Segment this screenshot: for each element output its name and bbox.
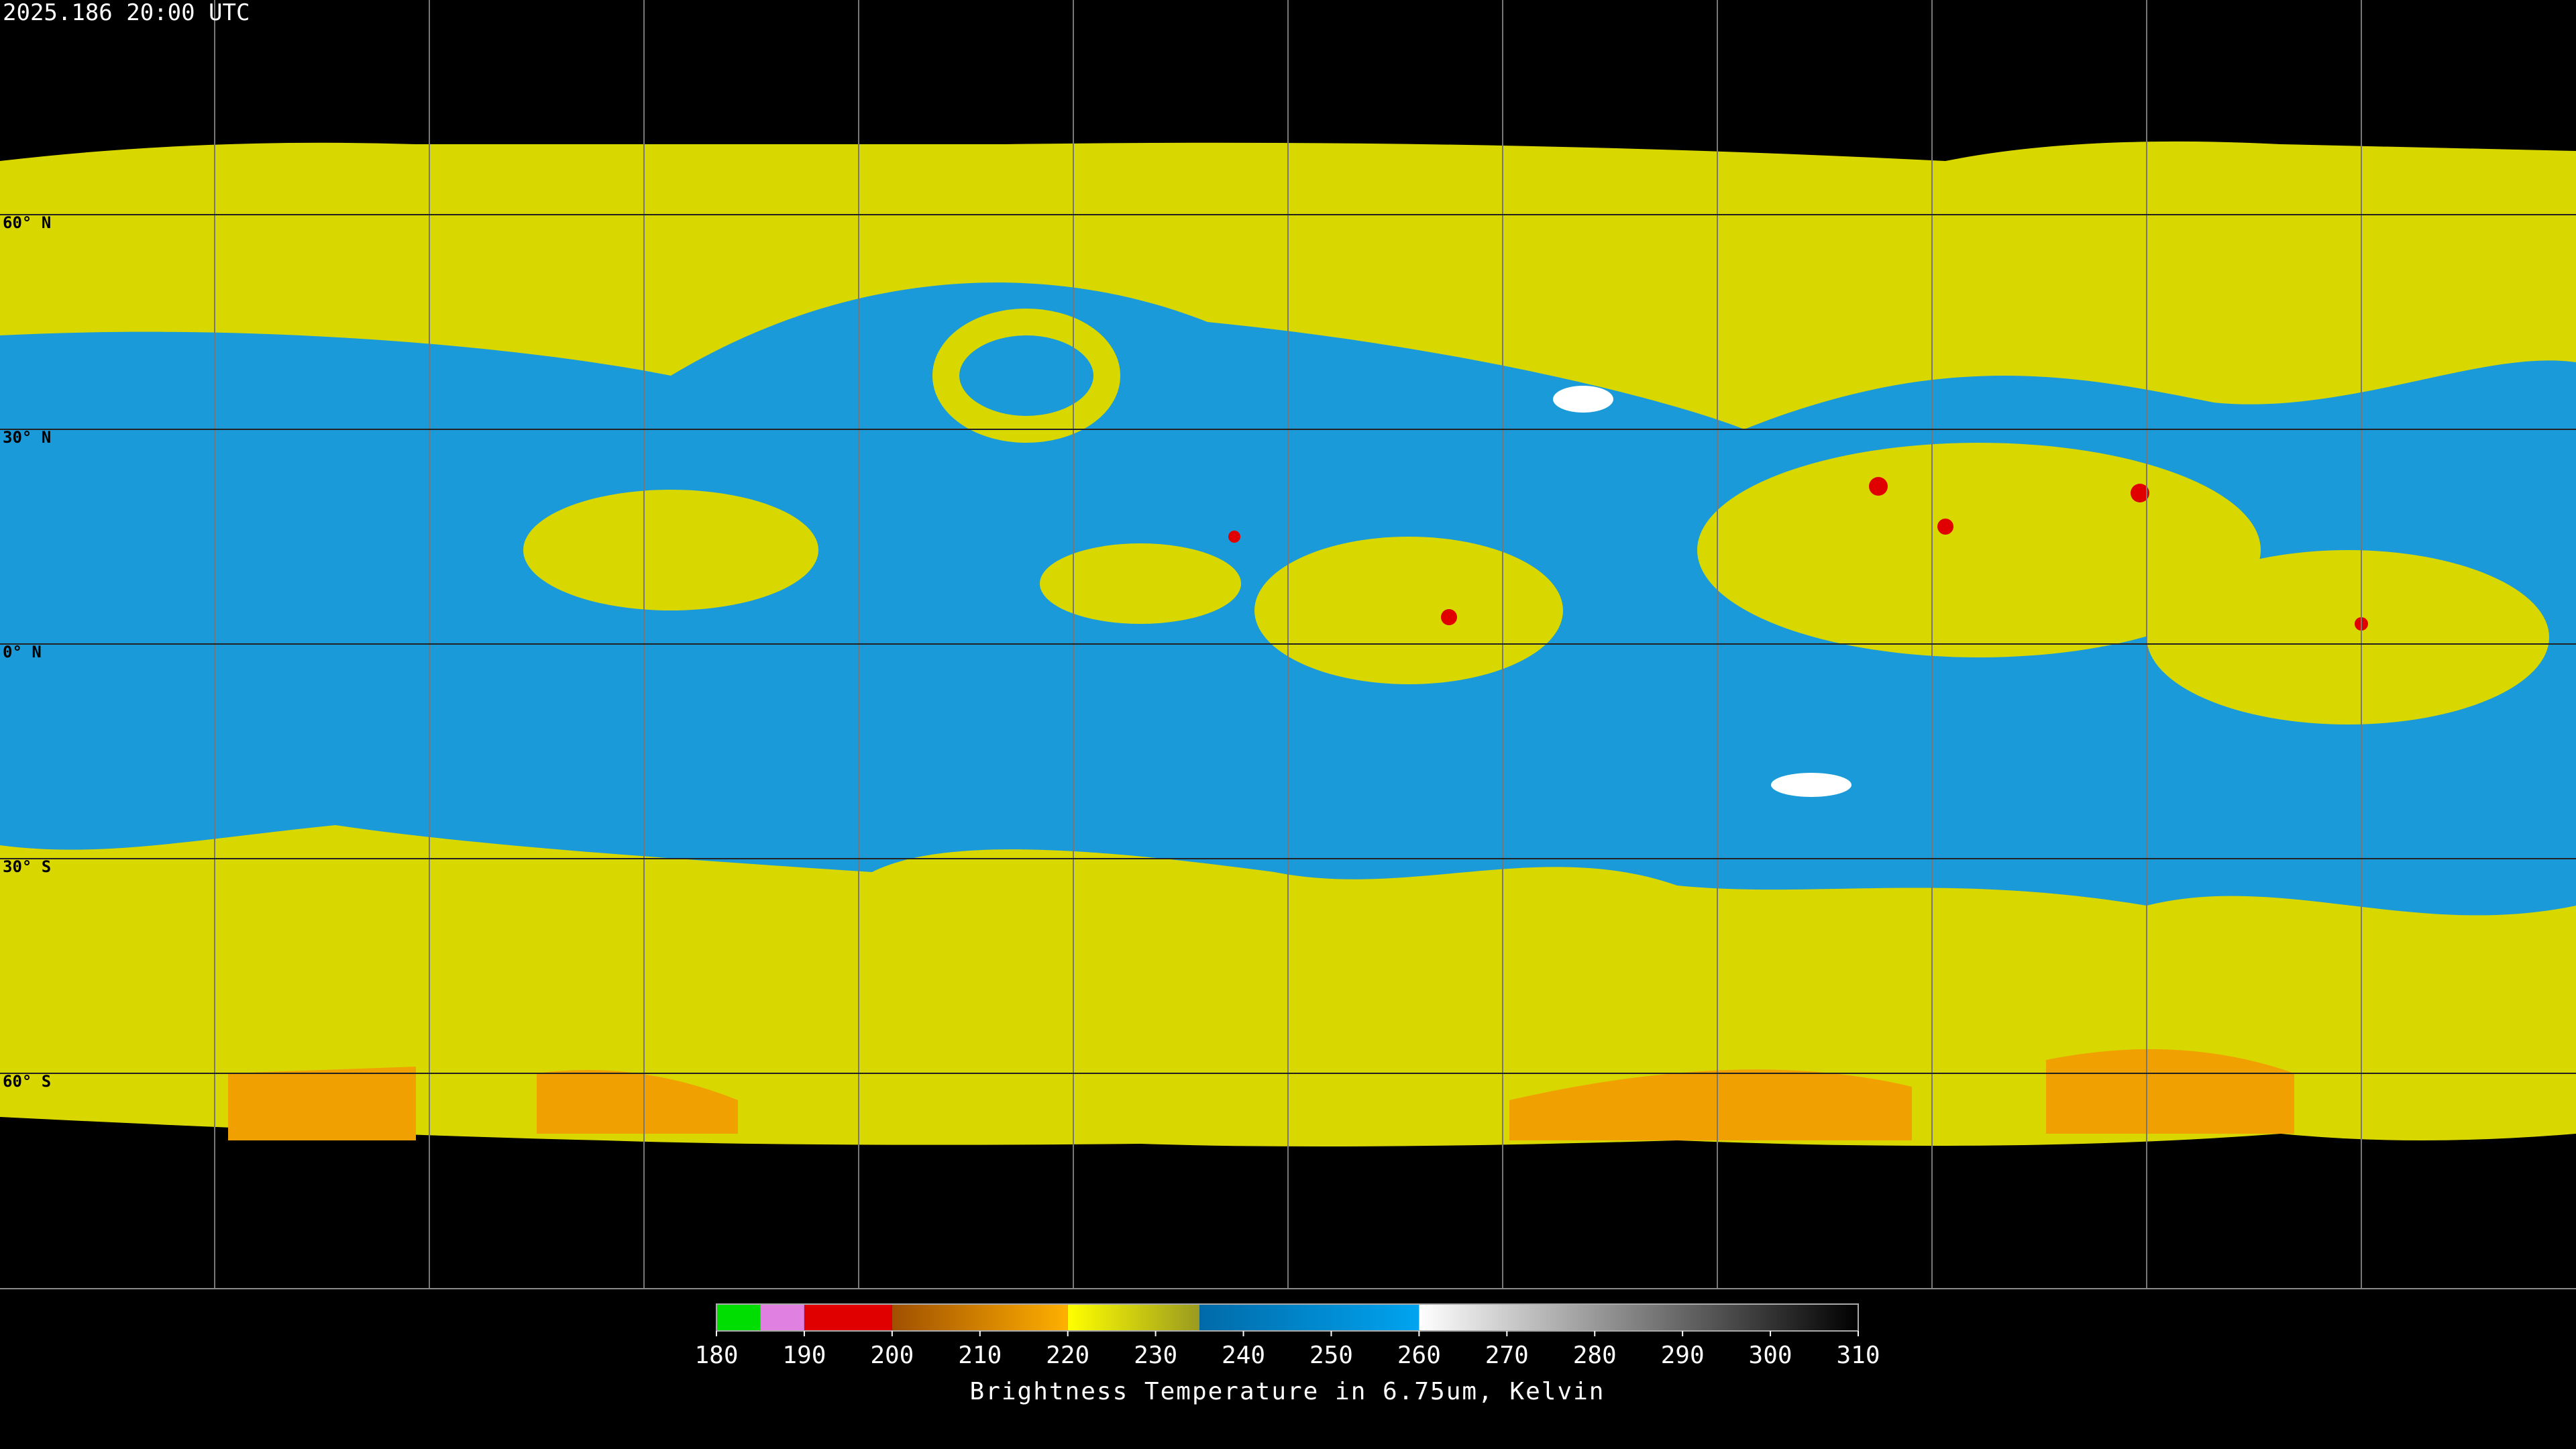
colorbar-segment — [1419, 1304, 1858, 1331]
colorbar-tick-label: 200 — [870, 1342, 914, 1369]
colorbar-tick-label: 210 — [958, 1342, 1002, 1369]
colorbar: 180 190 200 210 220 230 240 250 260 270 280 290 300 3… — [694, 1303, 1880, 1405]
cloud-cluster — [2147, 550, 2549, 724]
graticule — [0, 0, 2576, 1288]
colorbar-segment — [760, 1304, 804, 1331]
timestamp: 2025.186 20:00 UTC — [3, 0, 250, 26]
colorbar-tick-label: 300 — [1749, 1342, 1792, 1369]
convective-core — [1441, 609, 1457, 625]
warm-spot — [1771, 773, 1851, 797]
colorbar-tick-label: 280 — [1573, 1342, 1617, 1369]
latitude-label: 30° N — [3, 428, 51, 447]
map-border — [0, 1288, 2576, 1289]
latitude-label: 60° S — [3, 1072, 51, 1091]
colorbar-segment — [1067, 1304, 1200, 1331]
cloud-cluster — [1040, 543, 1241, 624]
colorbar-tick-label: 190 — [782, 1342, 826, 1369]
cloud-cluster — [523, 490, 818, 610]
latitude-label: 30° S — [3, 857, 51, 876]
colorbar-segment — [892, 1304, 1068, 1331]
colorbar-tick-label: 180 — [694, 1342, 738, 1369]
cloud-cluster — [1254, 537, 1563, 684]
colorbar-tick-label: 230 — [1134, 1342, 1177, 1369]
cold-band — [228, 1049, 2294, 1140]
colorbar-segment — [804, 1304, 892, 1331]
convective-core — [1869, 477, 1888, 496]
convective-cores — [1228, 477, 2368, 631]
cloud-cluster — [1697, 443, 2261, 657]
colorbar-tick-label: 290 — [1661, 1342, 1705, 1369]
colorbar-frame — [716, 1303, 1859, 1332]
convective-core — [1937, 519, 1953, 535]
colorbar-tick-label: 270 — [1485, 1342, 1529, 1369]
colorbar-segment — [716, 1304, 761, 1331]
colorbar-segment — [1199, 1304, 1419, 1331]
colorbar-tick-label: 310 — [1836, 1342, 1880, 1369]
warm-spot — [1553, 386, 1613, 413]
latitude-label: 0° N — [3, 643, 42, 661]
convective-core — [2131, 484, 2149, 502]
latitude-labels: 60° N 30° N 0° N 30° S 60° S — [3, 213, 51, 1091]
convective-core — [1228, 531, 1240, 543]
colorbar-tick-label: 260 — [1397, 1342, 1441, 1369]
colorbar-tick-label: 240 — [1222, 1342, 1265, 1369]
latitude-label: 60° N — [3, 213, 51, 232]
colorbar-title: Brightness Temperature in 6.75um, Kelvin — [970, 1378, 1605, 1405]
colorbar-tick-label: 250 — [1309, 1342, 1353, 1369]
colorbar-tick-label: 220 — [1046, 1342, 1089, 1369]
